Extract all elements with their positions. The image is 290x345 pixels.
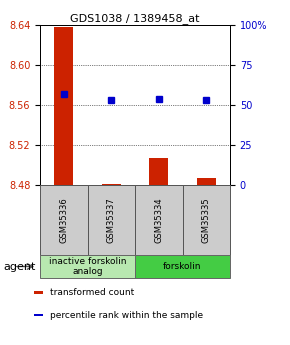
Title: GDS1038 / 1389458_at: GDS1038 / 1389458_at	[70, 13, 200, 24]
Bar	[149, 158, 168, 185]
Text: transformed count: transformed count	[50, 288, 134, 297]
Text: GSM35335: GSM35335	[202, 197, 211, 243]
Text: GSM35336: GSM35336	[59, 197, 68, 243]
Bar	[40, 255, 135, 278]
Bar	[54, 27, 73, 185]
Text: agent: agent	[3, 262, 35, 272]
Bar	[135, 185, 182, 255]
Text: inactive forskolin
analog: inactive forskolin analog	[49, 257, 126, 276]
Text: GSM35337: GSM35337	[107, 197, 116, 243]
Bar	[88, 185, 135, 255]
Bar	[40, 185, 88, 255]
Text: forskolin: forskolin	[163, 262, 202, 271]
Bar	[182, 185, 230, 255]
Bar	[197, 178, 216, 185]
Bar	[34, 314, 43, 316]
Bar	[102, 184, 121, 185]
Bar	[34, 292, 43, 294]
Text: percentile rank within the sample: percentile rank within the sample	[50, 310, 203, 319]
Bar	[135, 255, 230, 278]
Text: GSM35334: GSM35334	[154, 197, 163, 243]
